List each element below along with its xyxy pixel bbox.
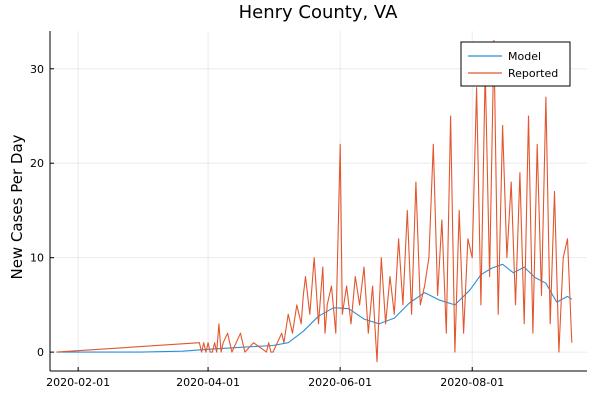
legend-box: [460, 41, 571, 87]
y-tick-label-1: 10: [30, 252, 44, 265]
y-tick-label-2: 20: [30, 157, 44, 170]
legend-label-reported: Reported: [508, 67, 558, 80]
series-line-reported: [56, 39, 573, 363]
x-tick-label-1: 2020-04-01: [176, 376, 240, 389]
x-tick-label-2: 2020-06-01: [308, 376, 372, 389]
legend: Model Reported: [460, 41, 571, 87]
y-tick-label-3: 30: [30, 63, 44, 76]
series-line-model: [56, 263, 573, 353]
chart-title: Henry County, VA: [239, 2, 399, 23]
x-tick-label-3: 2020-08-01: [440, 376, 504, 389]
series-lines: [56, 39, 573, 363]
y-tick-label-0: 0: [37, 346, 44, 359]
y-axis-label: New Cases Per Day: [8, 134, 26, 279]
x-tick-label-0: 2020-02-01: [46, 376, 110, 389]
tick-labels: 2020-02-01 2020-04-01 2020-06-01 2020-08-01…: [30, 63, 504, 389]
axes: [49, 31, 587, 372]
legend-label-model: Model: [508, 50, 541, 63]
